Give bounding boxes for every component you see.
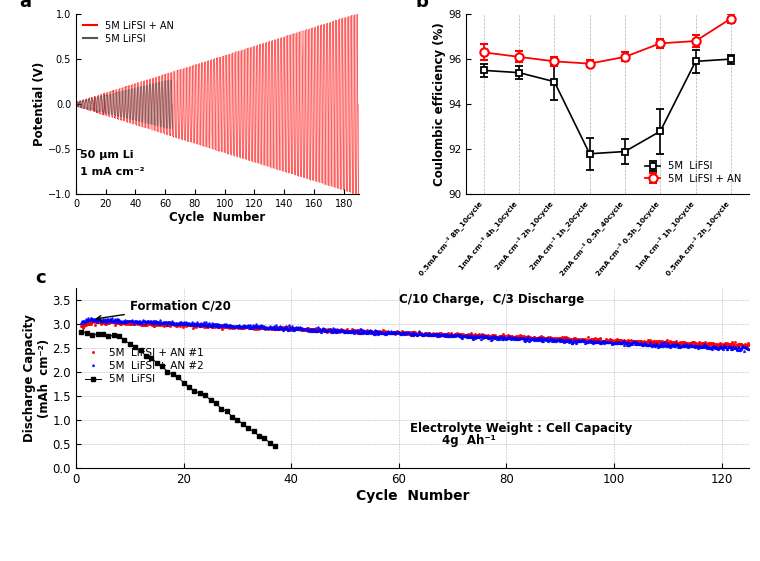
Text: c: c	[36, 269, 46, 287]
5M  LiFSI + AN #1	[372, 329, 381, 336]
5M  LiFSI	[222, 408, 231, 415]
5M  LiFSI	[93, 331, 102, 338]
5M  LiFSI + AN #1	[610, 338, 619, 344]
Text: C/10 Charge,  C/3 Discharge: C/10 Charge, C/3 Discharge	[399, 292, 584, 306]
5M  LiFSI	[98, 331, 107, 338]
5M  LiFSI	[195, 390, 204, 397]
5M  LiFSI + AN #1	[739, 344, 749, 351]
X-axis label: Cycle  Number: Cycle Number	[169, 210, 265, 224]
Line: 5M  LiFSI: 5M LiFSI	[79, 330, 277, 449]
5M  LiFSI + AN #1	[77, 323, 86, 329]
5M  LiFSI	[82, 329, 91, 336]
5M  LiFSI	[179, 380, 188, 387]
5M  LiFSI	[206, 397, 215, 403]
5M  LiFSI	[227, 413, 236, 420]
5M  LiFSI	[271, 443, 280, 450]
Legend: 5M LiFSI + AN, 5M LiFSI: 5M LiFSI + AN, 5M LiFSI	[81, 19, 176, 45]
5M  LiFSI	[244, 425, 253, 431]
5M  LiFSI + AN #2	[739, 347, 749, 354]
Y-axis label: Coulombic efficiency (%): Coulombic efficiency (%)	[433, 22, 446, 186]
5M  LiFSI + AN #1	[744, 342, 753, 348]
5M  LiFSI	[255, 433, 264, 439]
Legend: 5M  LiFSI + AN #1, 5M  LiFSI + AN #2, 5M  LiFSI: 5M LiFSI + AN #1, 5M LiFSI + AN #2, 5M L…	[81, 344, 208, 388]
5M  LiFSI	[157, 363, 166, 370]
Text: a: a	[20, 0, 31, 11]
5M  LiFSI + AN #1	[347, 326, 356, 333]
5M  LiFSI	[238, 421, 247, 427]
5M  LiFSI	[125, 341, 135, 347]
Y-axis label: Potential (V): Potential (V)	[33, 62, 46, 146]
5M  LiFSI + AN #1	[146, 321, 155, 328]
5M  LiFSI	[109, 332, 119, 339]
5M  LiFSI + AN #2	[86, 314, 95, 321]
5M  LiFSI + AN #2	[598, 339, 607, 346]
Text: b: b	[415, 0, 428, 11]
5M  LiFSI	[201, 392, 210, 398]
5M  LiFSI	[163, 368, 172, 375]
Line: 5M  LiFSI + AN #1: 5M LiFSI + AN #1	[81, 320, 749, 348]
5M  LiFSI	[233, 416, 242, 423]
5M  LiFSI	[141, 353, 150, 360]
5M  LiFSI + AN #1	[99, 317, 108, 324]
5M  LiFSI	[136, 347, 145, 354]
5M  LiFSI + AN #2	[536, 335, 545, 342]
5M  LiFSI	[211, 400, 220, 407]
5M  LiFSI	[190, 388, 199, 394]
5M  LiFSI	[120, 337, 129, 343]
5M  LiFSI	[147, 355, 156, 361]
5M  LiFSI	[265, 439, 274, 446]
5M  LiFSI	[77, 328, 86, 335]
Text: 50 μm Li: 50 μm Li	[81, 150, 134, 160]
5M  LiFSI + AN #2	[347, 329, 356, 335]
5M  LiFSI + AN #2	[744, 346, 753, 352]
Line: 5M  LiFSI + AN #2: 5M LiFSI + AN #2	[81, 316, 749, 352]
5M  LiFSI + AN #1	[598, 338, 607, 345]
5M  LiFSI	[152, 360, 161, 366]
X-axis label: Cycle  Number: Cycle Number	[356, 489, 469, 503]
Text: Formation C/20: Formation C/20	[97, 300, 231, 320]
5M  LiFSI + AN #1	[536, 335, 545, 342]
5M  LiFSI	[260, 435, 269, 442]
Text: 1 mA cm⁻²: 1 mA cm⁻²	[81, 167, 145, 177]
Text: Electrolyte Weight : Cell Capacity: Electrolyte Weight : Cell Capacity	[410, 422, 632, 435]
Text: 4g  Ah⁻¹: 4g Ah⁻¹	[442, 434, 496, 447]
5M  LiFSI + AN #2	[610, 339, 619, 346]
5M  LiFSI	[217, 405, 226, 412]
5M  LiFSI	[168, 371, 177, 378]
5M  LiFSI	[131, 344, 140, 351]
5M  LiFSI	[87, 332, 97, 338]
5M  LiFSI + AN #2	[146, 319, 155, 325]
5M  LiFSI	[185, 384, 194, 391]
5M  LiFSI	[249, 428, 258, 435]
5M  LiFSI	[103, 333, 112, 339]
5M  LiFSI	[174, 374, 183, 380]
5M  LiFSI + AN #2	[372, 328, 381, 335]
5M  LiFSI + AN #2	[77, 320, 86, 327]
5M  LiFSI	[115, 333, 124, 339]
Y-axis label: Discharge Capacity
(mAh  cm⁻²): Discharge Capacity (mAh cm⁻²)	[23, 314, 51, 442]
Legend: 5M  LiFSI, 5M  LiFSI + AN: 5M LiFSI, 5M LiFSI + AN	[643, 159, 743, 186]
